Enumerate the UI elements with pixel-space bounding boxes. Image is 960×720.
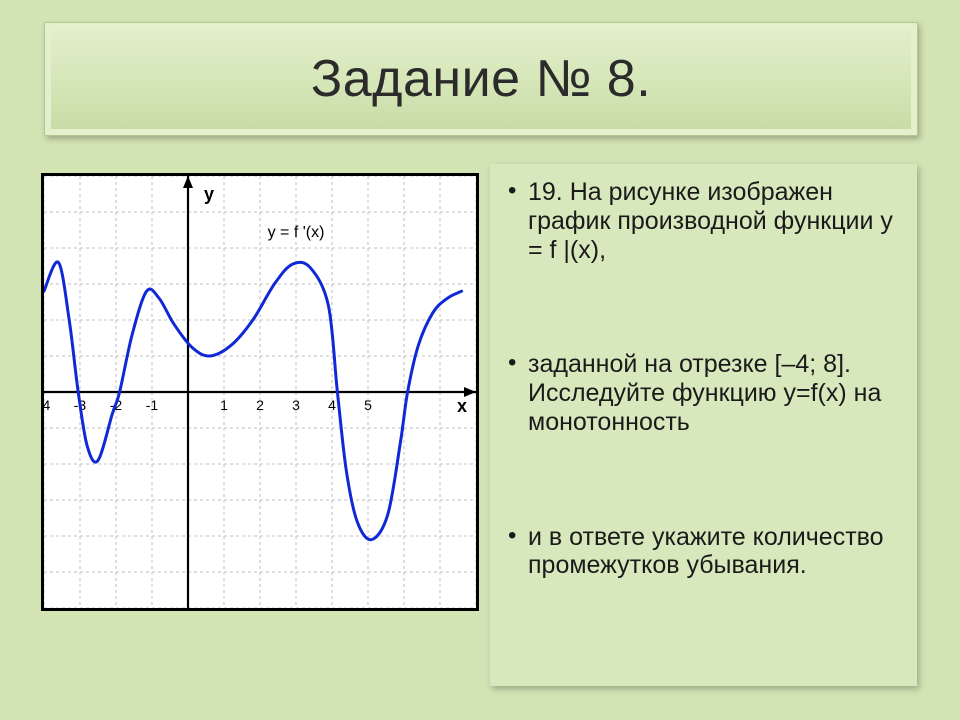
x-tick-label: -1 bbox=[146, 397, 159, 413]
x-tick-label: 4 bbox=[328, 397, 336, 413]
bullet-item: 19. На рисунке изображен график производ… bbox=[508, 178, 899, 264]
bullet-item: заданной на отрезке [–4; 8]. Исследуйте … bbox=[508, 350, 899, 436]
bullet-item: и в ответе укажите количество промежутко… bbox=[508, 523, 899, 581]
x-tick-label: 2 bbox=[256, 397, 264, 413]
text-panel: 19. На рисунке изображен график производ… bbox=[490, 164, 917, 686]
title-bar: Задание № 8. bbox=[44, 22, 918, 136]
y-axis-label: y bbox=[204, 184, 214, 204]
curve-label: y = f '(x) bbox=[268, 224, 325, 241]
x-axis-label: x bbox=[457, 396, 467, 416]
slide-title: Задание № 8. bbox=[311, 49, 651, 109]
x-tick-label: 5 bbox=[364, 397, 372, 413]
derivative-chart: xy-4-3-2-112345y = f '(x) bbox=[44, 176, 476, 608]
bullet-list: 19. На рисунке изображен график производ… bbox=[508, 178, 899, 580]
x-tick-label: 1 bbox=[220, 397, 228, 413]
chart-svg: xy-4-3-2-112345y = f '(x) bbox=[44, 176, 476, 608]
x-tick-label: 3 bbox=[292, 397, 300, 413]
slide: Задание № 8. xy-4-3-2-112345y = f '(x) 1… bbox=[0, 0, 960, 720]
x-tick-label: -4 bbox=[44, 397, 50, 413]
